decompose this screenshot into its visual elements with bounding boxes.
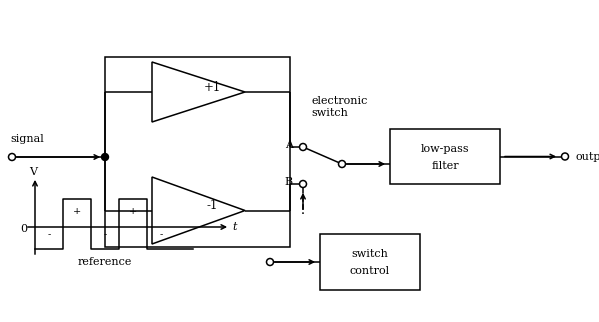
Text: +: + xyxy=(73,207,81,216)
Bar xyxy=(105,57,290,247)
Text: +: + xyxy=(129,207,137,216)
Circle shape xyxy=(338,160,346,167)
Text: t: t xyxy=(233,222,237,232)
Text: B: B xyxy=(285,177,293,187)
Text: output: output xyxy=(575,151,599,162)
Text: A: A xyxy=(285,140,293,150)
Text: reference: reference xyxy=(78,257,132,267)
Text: 0: 0 xyxy=(20,224,27,234)
Text: -: - xyxy=(159,231,162,240)
Text: control: control xyxy=(350,266,390,276)
Circle shape xyxy=(561,153,568,160)
Text: filter: filter xyxy=(431,160,459,171)
Bar xyxy=(390,129,500,184)
Text: -1: -1 xyxy=(207,199,218,212)
Text: signal: signal xyxy=(10,134,44,144)
Text: -: - xyxy=(47,231,51,240)
Circle shape xyxy=(267,259,274,266)
Circle shape xyxy=(300,144,307,150)
Text: -: - xyxy=(104,231,107,240)
Text: +1: +1 xyxy=(204,80,221,93)
Text: electronic
switch: electronic switch xyxy=(311,96,367,118)
Circle shape xyxy=(101,154,108,160)
Bar xyxy=(320,234,420,290)
Text: switch: switch xyxy=(352,249,388,259)
Circle shape xyxy=(300,181,307,187)
Circle shape xyxy=(8,154,16,160)
Text: V: V xyxy=(29,167,37,177)
Text: low-pass: low-pass xyxy=(420,144,469,154)
